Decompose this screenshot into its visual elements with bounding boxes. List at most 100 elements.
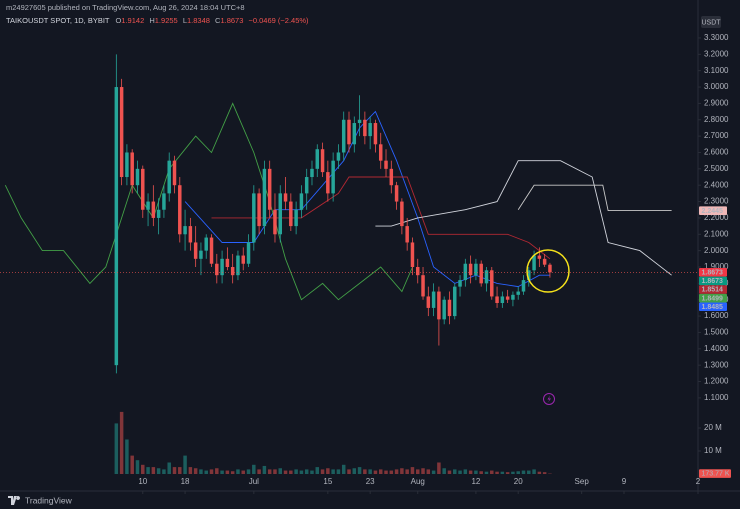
indicator-line <box>211 176 551 260</box>
x-tick-label: 9 <box>622 477 627 486</box>
candle-body <box>378 144 383 161</box>
candle-body <box>135 168 140 186</box>
volume-bar <box>236 469 240 474</box>
y-tick-label: 3.3000 <box>704 33 729 42</box>
legend-key: O <box>115 16 121 25</box>
candle-body <box>310 168 314 178</box>
volume-bar <box>394 469 399 474</box>
candle-body <box>162 193 166 210</box>
indicator-line <box>375 160 672 276</box>
candle-body <box>252 193 256 243</box>
candle-body <box>225 258 230 268</box>
volume-bar <box>373 470 378 474</box>
candle-body <box>141 168 145 210</box>
y-tick-label: 2.0000 <box>704 246 729 255</box>
candle-body <box>368 123 372 137</box>
candle-body <box>415 267 420 276</box>
volume-bar <box>532 469 536 474</box>
candle-body <box>400 201 404 227</box>
volume-bar <box>215 468 219 474</box>
candle-body <box>421 275 425 297</box>
volume-bar <box>162 469 166 474</box>
volume-bar <box>326 468 330 474</box>
y-tick-label: 1.1000 <box>704 393 729 402</box>
volume-bar <box>167 462 171 474</box>
candle-body <box>474 263 478 276</box>
volume-bar <box>204 470 208 474</box>
candle-body <box>209 237 214 264</box>
volume-bar <box>368 469 372 474</box>
candle-body <box>484 270 489 284</box>
volume-bar <box>310 470 314 474</box>
volume-bar <box>442 468 446 474</box>
volume-bar <box>331 469 335 474</box>
candle-body <box>241 255 245 264</box>
price-label: 1.8673 <box>702 278 724 285</box>
candle-body <box>114 87 119 366</box>
candle-body <box>357 119 362 124</box>
volume-bar <box>146 467 150 474</box>
volume-bar <box>289 470 293 474</box>
indicator-line <box>4 102 413 301</box>
candle-body <box>183 226 187 235</box>
candle-body <box>273 209 277 235</box>
candle-body <box>490 270 494 297</box>
candle-body <box>537 255 542 259</box>
candle-body <box>315 149 320 169</box>
x-tick-label: 2 <box>696 477 701 486</box>
volume-tick-label: 10 M <box>704 446 722 455</box>
x-tick-label: 18 <box>181 477 190 486</box>
y-tick-label: 2.8000 <box>704 115 729 124</box>
x-tick-label: 20 <box>514 477 523 486</box>
volume-tick-label: 20 M <box>704 423 722 432</box>
volume-bar <box>230 471 235 474</box>
candle-body <box>151 201 156 218</box>
volume-bar <box>262 465 267 474</box>
price-label: 2.2445 <box>702 208 724 215</box>
candle-body <box>405 226 409 243</box>
candle-body <box>532 255 536 271</box>
header: m24927605 published on TradingView.com, … <box>6 3 245 12</box>
candle-body <box>304 177 309 194</box>
candle-body <box>521 280 526 292</box>
legend-value: 1.9255 <box>155 16 178 25</box>
candle-body <box>384 160 388 169</box>
candle-body <box>437 291 441 320</box>
volume-bar <box>141 464 145 474</box>
volume-bar <box>495 471 499 474</box>
volume-bar <box>320 469 325 474</box>
candle-body <box>119 87 124 178</box>
candle-body <box>299 193 304 210</box>
volume-bar <box>415 469 420 474</box>
volume-bar <box>352 468 357 474</box>
volume-bar <box>490 470 494 474</box>
volume-bar <box>384 470 388 474</box>
y-tick-label: 2.7000 <box>704 131 729 140</box>
y-tick-label: 2.1000 <box>704 229 729 238</box>
legend-value: 1.9142 <box>121 16 144 25</box>
volume-bar <box>241 470 245 474</box>
candle-body <box>516 291 520 295</box>
candle-body <box>458 280 462 287</box>
candle-body <box>204 237 208 251</box>
volume-bar <box>273 469 277 474</box>
volume-bar <box>447 470 452 474</box>
volume-bar <box>421 468 425 474</box>
legend: TAIKOUSDT SPOT, 1D, BYBIT O1.9142 H1.925… <box>6 16 309 25</box>
volume-bar <box>114 423 119 474</box>
brand-logo <box>8 496 21 505</box>
volume-bar <box>405 469 409 474</box>
price-label-box <box>699 302 727 312</box>
volume-bar <box>527 470 531 474</box>
chart-title: TAIKOUSDT SPOT, 1D, BYBIT <box>6 16 110 25</box>
x-tick-label: Sep <box>575 477 590 486</box>
candle-body <box>453 286 457 317</box>
candle-body <box>289 201 293 227</box>
volume-bar <box>304 469 309 474</box>
candle-body <box>336 152 341 161</box>
price-label-box <box>699 293 727 303</box>
candle-body <box>447 299 452 317</box>
x-tick-label: 10 <box>138 477 147 486</box>
